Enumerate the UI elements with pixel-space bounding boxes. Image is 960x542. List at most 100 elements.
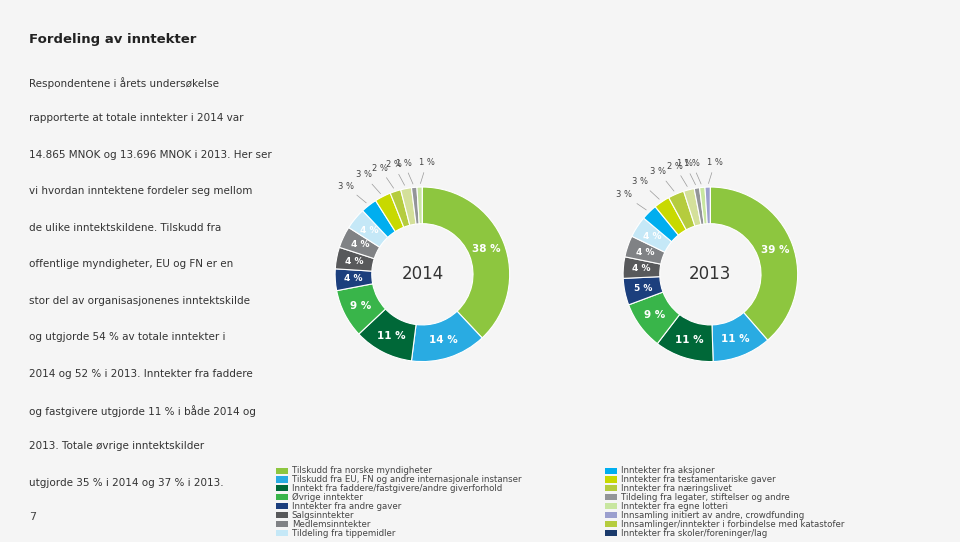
Text: Inntekter fra aksjoner: Inntekter fra aksjoner [621, 466, 714, 475]
Wedge shape [375, 193, 404, 231]
Wedge shape [632, 218, 672, 252]
Text: 1 %: 1 % [707, 158, 723, 184]
Text: 9 %: 9 % [644, 311, 665, 320]
Bar [276, 521, 288, 527]
Text: 5 %: 5 % [634, 283, 652, 293]
Text: Inntekter fra næringslivet: Inntekter fra næringslivet [621, 484, 732, 493]
Bar [276, 468, 288, 474]
Text: Tildeling fra tippemidler: Tildeling fra tippemidler [292, 528, 395, 538]
Text: 3 %: 3 % [356, 170, 380, 193]
Wedge shape [412, 187, 420, 224]
Text: 4 %: 4 % [633, 264, 651, 274]
Text: 2014: 2014 [401, 265, 444, 283]
Text: Innsamlinger/inntekter i forbindelse med katastofer: Innsamlinger/inntekter i forbindelse med… [621, 520, 844, 528]
Wedge shape [337, 284, 386, 334]
Wedge shape [335, 247, 374, 271]
Bar [605, 512, 617, 518]
Wedge shape [629, 292, 680, 344]
Text: 1 %: 1 % [677, 159, 695, 185]
Text: 9 %: 9 % [350, 301, 372, 311]
Bar [276, 512, 288, 518]
Wedge shape [363, 201, 396, 237]
Text: 3 %: 3 % [632, 177, 660, 199]
Bar [605, 521, 617, 527]
Bar [276, 504, 288, 509]
Text: utgjorde 35 % i 2014 og 37 % i 2013.: utgjorde 35 % i 2014 og 37 % i 2013. [29, 478, 224, 488]
Wedge shape [623, 276, 663, 305]
Text: 11 %: 11 % [376, 331, 405, 341]
Text: 1 %: 1 % [419, 158, 435, 184]
Text: de ulike inntektskildene. Tilskudd fra: de ulike inntektskildene. Tilskudd fra [29, 223, 221, 233]
Wedge shape [625, 236, 665, 264]
Wedge shape [340, 228, 379, 259]
Bar [276, 486, 288, 492]
Wedge shape [712, 313, 768, 362]
Text: 1 %: 1 % [684, 159, 701, 184]
Text: Inntekter fra egne lotteri: Inntekter fra egne lotteri [621, 502, 728, 511]
Bar [605, 494, 617, 500]
Text: vi hvordan inntektene fordeler seg mellom: vi hvordan inntektene fordeler seg mello… [29, 186, 252, 196]
Wedge shape [694, 188, 704, 224]
Text: Inntekter fra testamentariske gaver: Inntekter fra testamentariske gaver [621, 475, 776, 484]
Wedge shape [417, 187, 422, 224]
Text: 3 %: 3 % [338, 182, 366, 203]
Text: 4 %: 4 % [636, 248, 655, 257]
Bar [605, 530, 617, 536]
Text: Medlemsinntekter: Medlemsinntekter [292, 520, 370, 528]
Wedge shape [710, 187, 798, 340]
Text: 4 %: 4 % [345, 274, 363, 283]
Wedge shape [400, 188, 416, 225]
Bar [276, 530, 288, 536]
Text: 2013. Totale øvrige inntektskilder: 2013. Totale øvrige inntektskilder [29, 441, 204, 451]
Wedge shape [335, 269, 372, 291]
Text: 4 %: 4 % [643, 233, 661, 241]
Text: 38 %: 38 % [472, 244, 501, 254]
Text: offentlige myndigheter, EU og FN er en: offentlige myndigheter, EU og FN er en [29, 259, 233, 269]
Wedge shape [658, 314, 713, 362]
Wedge shape [643, 207, 679, 242]
Bar [605, 476, 617, 482]
Text: Tildeling fra legater, stiftelser og andre: Tildeling fra legater, stiftelser og and… [621, 493, 790, 502]
Text: 1 %: 1 % [396, 159, 413, 184]
Text: 14 %: 14 % [429, 335, 458, 345]
Text: Inntekter fra andre gaver: Inntekter fra andre gaver [292, 502, 401, 511]
Text: 4 %: 4 % [346, 257, 364, 266]
Wedge shape [705, 187, 710, 224]
Text: og fastgivere utgjorde 11 % i både 2014 og: og fastgivere utgjorde 11 % i både 2014 … [29, 405, 255, 417]
Wedge shape [656, 198, 686, 235]
Text: Tilskudd fra EU, FN og andre internasjonale instanser: Tilskudd fra EU, FN og andre internasjon… [292, 475, 521, 484]
Text: 39 %: 39 % [760, 245, 789, 255]
Wedge shape [412, 311, 482, 362]
Text: 3 %: 3 % [616, 190, 646, 210]
Text: Inntekter fra skoler/foreninger/lag: Inntekter fra skoler/foreninger/lag [621, 528, 767, 538]
Text: 11 %: 11 % [675, 335, 704, 345]
Text: 11 %: 11 % [721, 333, 750, 344]
Text: rapporterte at totale inntekter i 2014 var: rapporterte at totale inntekter i 2014 v… [29, 113, 243, 124]
Wedge shape [684, 189, 701, 226]
Text: stor del av organisasjonenes inntektskilde: stor del av organisasjonenes inntektskil… [29, 295, 250, 306]
Text: Tilskudd fra norske myndigheter: Tilskudd fra norske myndigheter [292, 466, 432, 475]
Wedge shape [359, 309, 416, 361]
Text: Innsamling initiert av andre, crowdfunding: Innsamling initiert av andre, crowdfundi… [621, 511, 804, 520]
Text: 2 %: 2 % [372, 164, 394, 188]
Wedge shape [422, 187, 510, 338]
Wedge shape [669, 191, 695, 230]
Text: 14.865 MNOK og 13.696 MNOK i 2013. Her ser: 14.865 MNOK og 13.696 MNOK i 2013. Her s… [29, 150, 272, 160]
Wedge shape [391, 190, 410, 227]
Text: og utgjorde 54 % av totale inntekter i: og utgjorde 54 % av totale inntekter i [29, 332, 226, 342]
Bar [276, 494, 288, 500]
Text: 2013: 2013 [689, 265, 732, 283]
Text: Øvrige inntekter: Øvrige inntekter [292, 493, 362, 502]
Text: 2014 og 52 % i 2013. Inntekter fra faddere: 2014 og 52 % i 2013. Inntekter fra fadde… [29, 369, 252, 378]
Text: 3 %: 3 % [651, 167, 674, 191]
Text: Fordeling av inntekter: Fordeling av inntekter [29, 33, 196, 46]
Bar [605, 486, 617, 492]
Text: 2 %: 2 % [386, 160, 404, 185]
Text: 4 %: 4 % [360, 226, 378, 235]
Text: 7: 7 [29, 512, 36, 522]
Wedge shape [700, 187, 708, 224]
Text: Salgsinntekter: Salgsinntekter [292, 511, 354, 520]
Wedge shape [623, 257, 660, 279]
Text: 4 %: 4 % [350, 241, 370, 249]
Text: Inntekt fra faddere/fastgivere/andre giverforhold: Inntekt fra faddere/fastgivere/andre giv… [292, 484, 502, 493]
